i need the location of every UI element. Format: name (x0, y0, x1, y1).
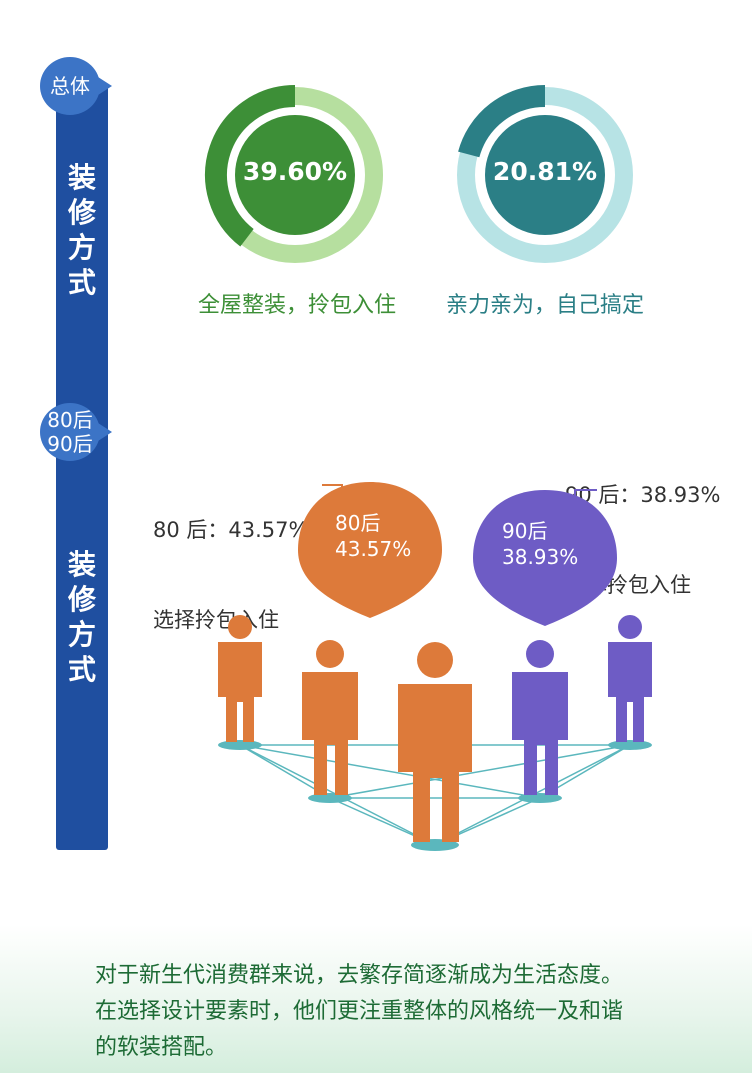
badge-line-1: 80后 (47, 408, 93, 432)
ring-value-arc (205, 85, 296, 247)
ring-value-arc (458, 85, 546, 158)
footer-line-3: 的软装搭配。 (95, 1035, 228, 1060)
badge-pointer (98, 77, 112, 95)
callout-80s-line1: 80 后：43.57% (153, 518, 309, 542)
section-title-text: 装修方式 (67, 161, 96, 299)
callout-80s: 80 后：43.57% 选择拎包入住 (153, 455, 308, 665)
pin-90s-marker (473, 489, 617, 626)
section-title-text: 装修方式 (67, 548, 96, 686)
badge-label: 总体 (50, 74, 90, 98)
pin-80s-line1: 80后 (335, 511, 381, 535)
section-badge-generations: 80后 90后 (40, 403, 100, 461)
pin-80s-marker (298, 482, 442, 618)
ring-caption: 全屋整装，拎包入住 (197, 293, 396, 318)
pin-90s-label: 90后 38.93% (502, 518, 578, 570)
person-figure-orange (218, 615, 262, 742)
ring-value-label: 39.60% (242, 157, 348, 186)
ring-center (485, 115, 605, 235)
footer-panel (0, 925, 752, 1073)
people-network-illustration (218, 482, 652, 851)
callout-80s-line2: 选择拎包入住 (153, 608, 279, 632)
footer-line-2: 在选择设计要素时，他们更注重整体的风格统一及和谐 (95, 999, 624, 1024)
ring-chart-diy (457, 85, 633, 263)
ring-value-label: 20.81% (492, 157, 598, 186)
badge-line-2: 90后 (47, 432, 93, 456)
pin-80s-line2: 43.57% (335, 537, 412, 561)
person-figure-orange (398, 642, 472, 842)
section-title-generations: 装修方式 (56, 547, 108, 687)
footer-text: 对于新生代消费群来说，去繁存简逐渐成为生活态度。 在选择设计要素时，他们更注重整… (95, 958, 695, 1066)
section-title-overall: 装修方式 (56, 160, 108, 300)
badge-pointer (98, 423, 112, 441)
ring-caption: 亲力亲为，自己搞定 (445, 293, 644, 318)
person-figure-purple (512, 640, 568, 795)
person-figure-orange (302, 640, 358, 795)
pin-80s-label: 80后 43.57% (335, 510, 411, 562)
ring-chart-whole-house (205, 85, 383, 263)
section-badge-overall: 总体 (40, 57, 100, 115)
ring-center (235, 115, 355, 235)
person-figure-purple (608, 615, 652, 742)
footer-line-1: 对于新生代消费群来说，去繁存简逐渐成为生活态度。 (95, 963, 624, 988)
pin-90s-line1: 90后 (502, 519, 548, 543)
pin-90s-line2: 38.93% (502, 545, 579, 569)
sidebar-bar (56, 84, 108, 850)
